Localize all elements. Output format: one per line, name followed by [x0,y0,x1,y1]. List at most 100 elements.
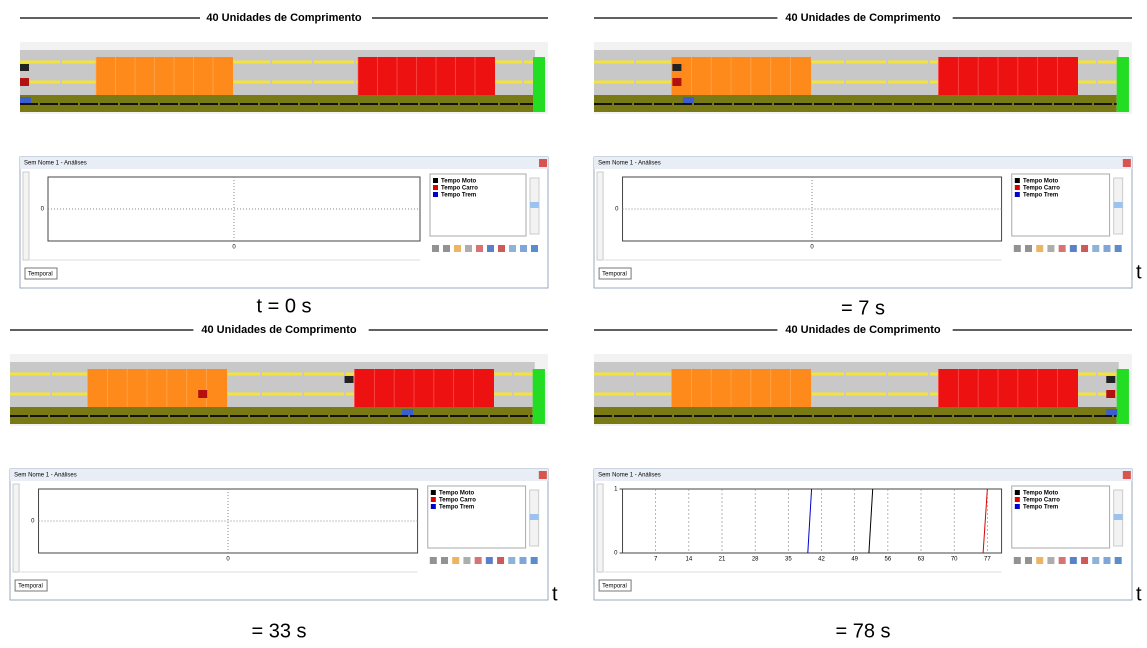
legend-swatch [1015,497,1020,502]
toolbar-button[interactable] [531,557,538,564]
motorcycle [1106,376,1115,383]
finish [1117,369,1129,424]
toolbar-button[interactable] [1070,245,1077,252]
caption: = 7 s [841,297,885,319]
toolbar-button[interactable] [443,245,450,252]
toolbar-button[interactable] [441,557,448,564]
toolbar-button[interactable] [1081,557,1088,564]
x-tick-label: 56 [885,557,892,563]
toolbar-button[interactable] [1092,245,1099,252]
x-tick-label: 63 [918,557,925,563]
toolbar-button[interactable] [508,557,515,564]
toolbar-button[interactable] [1115,557,1122,564]
title-bar [20,157,548,169]
scroll-left [597,484,603,572]
toolbar-button[interactable] [497,557,504,564]
ruler-label: 40 Unidades de Comprimento [206,12,362,24]
zone-red [938,369,1078,407]
legend-swatch [433,178,438,183]
toolbar-button[interactable] [1092,557,1099,564]
zone-red [938,57,1078,95]
ruler-label: 40 Unidades de Comprimento [201,324,357,336]
motorcycle [345,376,354,383]
toolbar-button[interactable] [476,245,483,252]
legend-label: Tempo Carro [1023,186,1060,192]
zone-orange [87,369,227,407]
zone-orange [671,369,811,407]
car [1106,390,1115,398]
toolbar-button[interactable] [1103,245,1110,252]
tab-label: Temporal [602,272,627,278]
plot-area [623,489,1002,553]
train [683,97,694,103]
caption: = 78 s [835,620,890,642]
toolbar-button[interactable] [465,245,472,252]
legend-swatch [1015,192,1020,197]
toolbar-button[interactable] [1036,245,1043,252]
car [20,78,29,86]
toolbar-button[interactable] [486,557,493,564]
toolbar-button[interactable] [1036,557,1043,564]
legend-label: Tempo Trem [439,505,474,511]
toolbar-button[interactable] [1047,245,1054,252]
toolbar-button[interactable] [487,245,494,252]
toolbar-button[interactable] [1014,245,1021,252]
scroll-left [13,484,19,572]
motorcycle [20,64,29,71]
slider-thumb[interactable] [530,202,539,208]
window-title: Sem Nome 1 - Análises [598,161,661,167]
x-tick-label: 21 [719,557,726,563]
close-button[interactable] [1123,471,1131,479]
toolbar-button[interactable] [1081,245,1088,252]
close-button[interactable] [1123,159,1131,167]
title-bar [594,469,1132,481]
toolbar-button[interactable] [1025,245,1032,252]
toolbar-button[interactable] [430,557,437,564]
x-tick-label: 14 [686,557,693,563]
title-bar [10,469,548,481]
caption-t: t [1136,261,1142,283]
toolbar-button[interactable] [1014,557,1021,564]
toolbar-button[interactable] [498,245,505,252]
legend-label: Tempo Trem [441,193,476,199]
toolbar-button[interactable] [1059,557,1066,564]
legend-label: Tempo Moto [1023,491,1059,497]
caption: t = 0 s [256,295,311,317]
toolbar-button[interactable] [1115,245,1122,252]
toolbar-button[interactable] [520,245,527,252]
legend-label: Tempo Moto [441,179,477,185]
ruler-label: 40 Unidades de Comprimento [785,12,941,24]
toolbar-button[interactable] [1059,245,1066,252]
toolbar-button[interactable] [432,245,439,252]
caption-t: t [1136,583,1142,605]
zone-red [358,57,495,95]
toolbar-button[interactable] [475,557,482,564]
toolbar-button[interactable] [1025,557,1032,564]
toolbar-button[interactable] [452,557,459,564]
caption-t: t [552,583,558,605]
legend-swatch [1015,178,1020,183]
close-button[interactable] [539,471,547,479]
toolbar-button[interactable] [1047,557,1054,564]
scroll-left [23,172,29,260]
slider-thumb[interactable] [1114,202,1123,208]
legend-label: Tempo Moto [1023,179,1059,185]
toolbar-button[interactable] [1103,557,1110,564]
car [198,390,207,398]
toolbar-button[interactable] [463,557,470,564]
slider-thumb[interactable] [1114,514,1123,520]
toolbar-button[interactable] [1070,557,1077,564]
legend-label: Tempo Trem [1023,193,1058,199]
slider-thumb[interactable] [530,514,539,520]
toolbar-button[interactable] [454,245,461,252]
train [402,409,413,415]
finish [533,369,545,424]
toolbar-button[interactable] [509,245,516,252]
close-button[interactable] [539,159,547,167]
toolbar-button[interactable] [531,245,538,252]
toolbar-button[interactable] [519,557,526,564]
legend-swatch [1015,185,1020,190]
x-tick-label: 42 [818,557,825,563]
